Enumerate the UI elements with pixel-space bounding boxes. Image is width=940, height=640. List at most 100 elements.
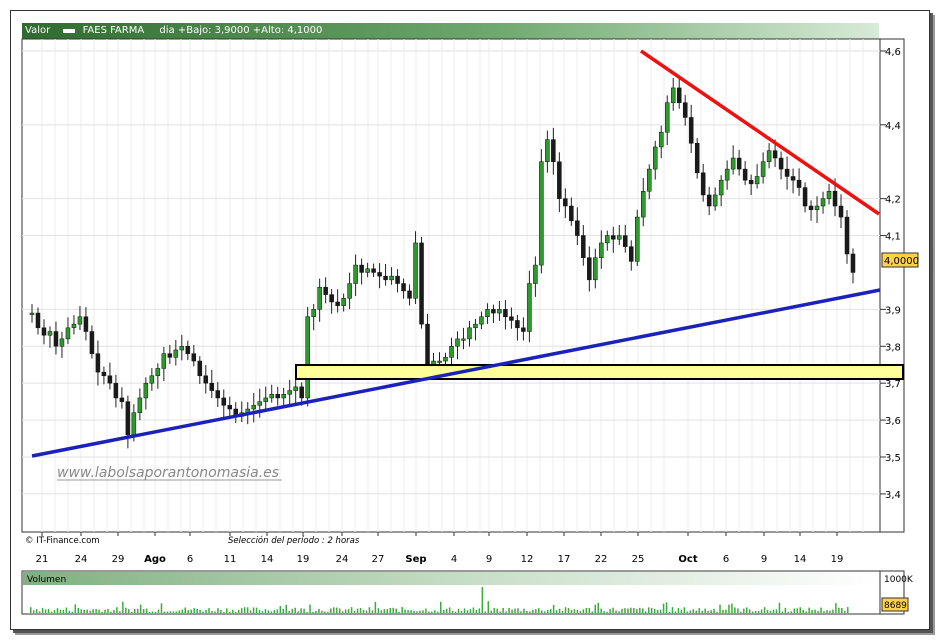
volume-bar: [157, 609, 160, 613]
volume-bar: [734, 607, 736, 613]
volume-bar: [184, 607, 186, 613]
day-range-info: dia +Bajo: 3,9000 +Alto: 4,1000: [159, 25, 323, 36]
volume-bar: [639, 607, 641, 613]
candle-body: [227, 405, 233, 410]
x-tick-label: Ago: [144, 554, 166, 565]
candle-body: [635, 216, 640, 262]
volume-bar: [549, 609, 552, 613]
volume-bar: [686, 611, 689, 613]
volume-bar: [499, 611, 501, 613]
candlestick-series: [29, 75, 856, 449]
volume-bar: [838, 607, 840, 613]
volume-bar: [645, 611, 647, 613]
volume-bar: [564, 607, 567, 613]
volume-bar: [282, 608, 285, 613]
volume-bar: [71, 611, 74, 613]
candle-body: [700, 172, 706, 196]
candle-body: [706, 194, 712, 207]
volume-bar: [793, 608, 796, 613]
y-tick-label: 3,8: [885, 342, 901, 353]
volume-bar: [505, 611, 507, 613]
candle-body: [173, 349, 179, 358]
volume-bar: [653, 608, 656, 613]
volume-bar: [422, 610, 424, 613]
y-tick-label: 3,6: [885, 416, 901, 427]
volume-bar: [131, 611, 133, 613]
candle-body: [742, 168, 748, 181]
volume-bar: [647, 607, 650, 613]
volume-bar: [119, 611, 121, 613]
volume-bar: [633, 608, 635, 613]
volume-bar: [267, 610, 270, 613]
volume-bar: [707, 610, 709, 613]
volume-bar: [829, 610, 831, 613]
support-trendline: [31, 288, 881, 458]
volume-bar: [279, 605, 282, 613]
volume-bar: [805, 611, 807, 613]
candle-body: [509, 316, 514, 321]
volume-bar: [790, 611, 793, 613]
candle-body: [275, 394, 280, 399]
candle-body: [35, 312, 41, 329]
y-tick-label: 3,5: [885, 453, 901, 464]
volume-bar: [722, 609, 724, 613]
volume-bar: [107, 608, 109, 613]
candle-body: [599, 242, 604, 258]
volume-bar: [404, 609, 406, 613]
candle-body: [41, 327, 47, 336]
volume-label: Volumen: [27, 575, 66, 585]
volume-bar: [567, 607, 570, 613]
volume-bar: [606, 611, 608, 613]
candle-body: [191, 353, 197, 362]
volume-bar: [217, 608, 219, 613]
volume-bar: [389, 607, 391, 613]
volume-bar: [258, 610, 261, 613]
volume-bar: [98, 609, 100, 613]
candle-body: [449, 346, 454, 358]
volume-bar: [487, 601, 490, 613]
volume-bar: [154, 611, 157, 613]
candle-body: [605, 235, 610, 244]
volume-bar: [359, 608, 362, 613]
candle-body: [83, 316, 89, 332]
candle-body: [688, 117, 694, 144]
candle-body: [832, 191, 838, 207]
candle-body: [664, 102, 670, 133]
candle-body: [71, 323, 77, 329]
volume-bars: [30, 587, 849, 613]
volume-bar: [264, 609, 267, 613]
candle-body: [377, 272, 382, 277]
volume-bar: [365, 610, 368, 613]
volume-bar: [77, 607, 80, 613]
volume-bar: [270, 611, 273, 613]
volume-bar: [832, 609, 834, 613]
candle-body: [95, 353, 101, 373]
volume-bar: [642, 608, 644, 613]
volume-bar: [324, 611, 326, 613]
volume-bar: [136, 608, 139, 613]
volume-bar: [41, 607, 44, 613]
candle-body: [299, 386, 304, 399]
volume-bar: [350, 607, 353, 613]
candle-body: [203, 375, 209, 384]
volume-bar: [555, 610, 558, 613]
candle-body: [760, 161, 766, 177]
volume-bar: [353, 610, 356, 613]
x-tick-label: 14: [261, 554, 274, 565]
volume-bar: [59, 609, 62, 613]
volume-bar: [609, 609, 611, 613]
volume-bar: [775, 609, 778, 613]
candle-body: [47, 331, 53, 336]
candle-body: [593, 257, 598, 281]
volume-bar: [552, 604, 555, 613]
x-tick-label: 29: [112, 554, 125, 565]
volume-bar: [591, 611, 594, 613]
candle-body: [641, 191, 646, 218]
candle-body: [359, 264, 364, 273]
volume-bar: [89, 610, 91, 613]
symbol-name: FAES FARMA: [82, 25, 145, 36]
volume-bar: [817, 610, 819, 613]
candle-body: [766, 150, 772, 162]
volume-bar: [573, 609, 576, 613]
volume-bar: [615, 610, 617, 613]
